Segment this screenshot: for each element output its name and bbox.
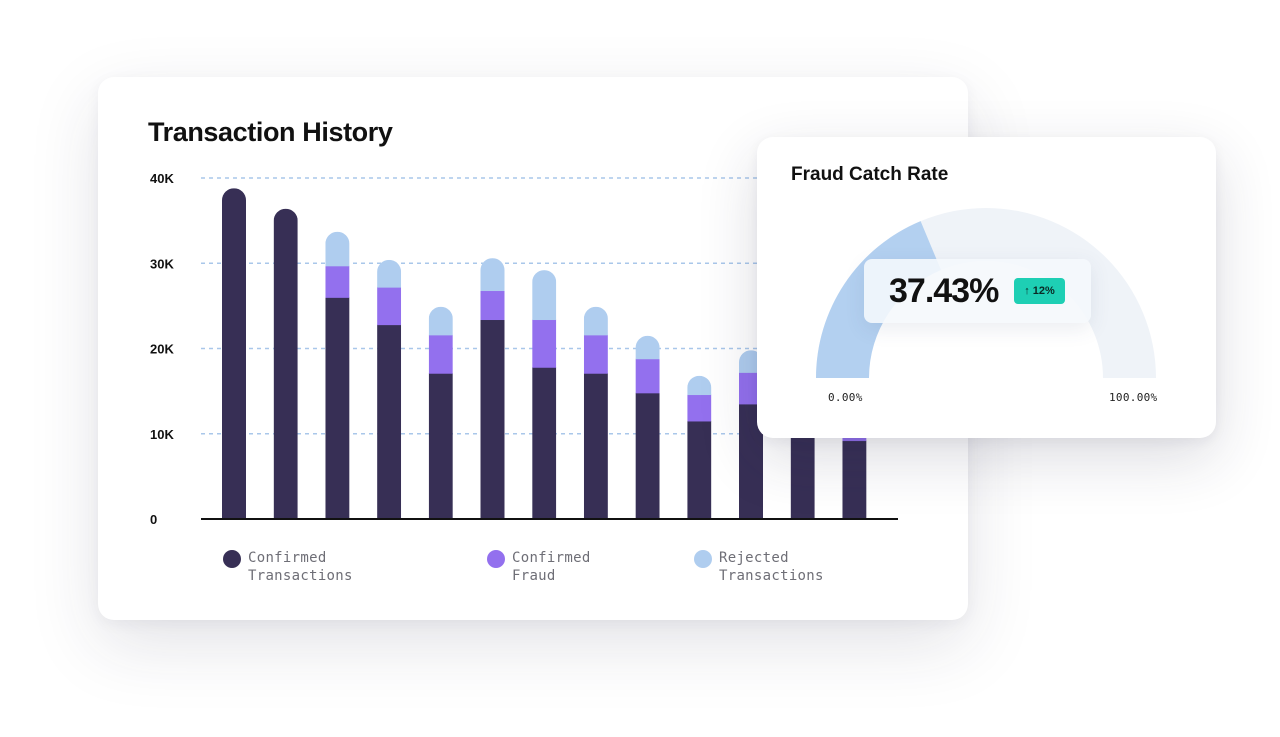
gauge-max-label: 100.00% [1109, 391, 1158, 404]
bar-segment-confirmed-transactions [635, 392, 660, 519]
bar-segment-confirmed-fraud [480, 290, 505, 321]
bar-segment-confirmed-fraud [635, 358, 660, 394]
bar-segment-rejected-transactions [325, 231, 350, 267]
legend-label-line2: Transactions [248, 568, 353, 584]
legend-label-line2: Transactions [719, 568, 824, 584]
legend-label-line1: Rejected [719, 550, 789, 566]
bar-segment-rejected-transactions [635, 335, 660, 360]
bar-segment-confirmed-transactions [583, 373, 608, 519]
bar-segment-confirmed-transactions [790, 429, 815, 519]
rate-readout: 37.43% ↑ 12% [864, 259, 1091, 323]
bar-group [480, 258, 505, 519]
bar-segment-confirmed-transactions [222, 188, 246, 519]
bar-segment-confirmed-transactions [842, 440, 867, 519]
bar-segment-confirmed-transactions [687, 420, 712, 519]
y-tick-label: 10K [150, 427, 174, 442]
legend-swatch [487, 550, 505, 568]
bar-group [532, 270, 557, 519]
bar-group [428, 306, 453, 519]
chart-title: Transaction History [148, 117, 393, 147]
bar-group [325, 231, 350, 519]
bar-group [273, 208, 298, 519]
legend-label-line1: Confirmed [512, 550, 591, 566]
legend-item-rejected-transactions: Rejected Transactions [694, 549, 859, 585]
bar-segment-rejected-transactions [532, 270, 557, 321]
fraud-catch-rate-card: Fraud Catch Rate 37.43% ↑ 12% 0.00% 100.… [757, 137, 1216, 438]
y-tick-label: 30K [150, 256, 174, 271]
bar-group [583, 306, 608, 519]
bar-segment-rejected-transactions [428, 306, 453, 336]
change-badge: ↑ 12% [1014, 278, 1065, 304]
bar-segment-rejected-transactions [687, 375, 712, 396]
bar-segment-confirmed-fraud [687, 394, 712, 422]
legend-label: Rejected Transactions [719, 549, 859, 585]
legend-swatch [694, 550, 712, 568]
bar-segment-confirmed-fraud [377, 287, 402, 326]
legend-label-line2: Fraud [512, 568, 556, 584]
legend-swatch [223, 550, 241, 568]
transaction-history-chart: 0 10K 20K 30K 40K [150, 171, 898, 527]
legend-label: Confirmed Fraud [512, 549, 652, 585]
gauge-min-label: 0.00% [828, 391, 863, 404]
bar-group [222, 188, 246, 519]
legend-item-confirmed-fraud: Confirmed Fraud [487, 549, 652, 585]
rate-value: 37.43% [889, 272, 999, 310]
bar-segment-rejected-transactions [583, 306, 608, 336]
bar-segment-confirmed-transactions [273, 208, 298, 519]
bar-segment-confirmed-transactions [428, 373, 453, 519]
bar-segment-confirmed-fraud [428, 334, 453, 374]
bar-segment-confirmed-transactions [532, 367, 557, 519]
bar-segment-confirmed-transactions [480, 319, 505, 519]
bar-segment-confirmed-fraud [583, 334, 608, 374]
bar-segment-confirmed-transactions [325, 297, 350, 519]
bar-segment-confirmed-transactions [377, 324, 402, 519]
bar-group [377, 259, 402, 519]
bar-segment-confirmed-fraud [532, 319, 557, 368]
bar-segment-rejected-transactions [480, 258, 505, 292]
bar-segment-rejected-transactions [377, 259, 402, 288]
y-tick-label: 40K [150, 171, 174, 186]
legend-label-line1: Confirmed [248, 550, 327, 566]
y-tick-label: 0 [150, 512, 157, 527]
bar-segment-confirmed-fraud [325, 265, 350, 298]
legend-label: Confirmed Transactions [248, 549, 388, 585]
y-tick-label: 20K [150, 342, 174, 357]
bar-group [687, 375, 712, 519]
bar-group [635, 335, 660, 519]
legend-item-confirmed-transactions: Confirmed Transactions [223, 549, 388, 585]
gauge-title: Fraud Catch Rate [791, 164, 949, 185]
